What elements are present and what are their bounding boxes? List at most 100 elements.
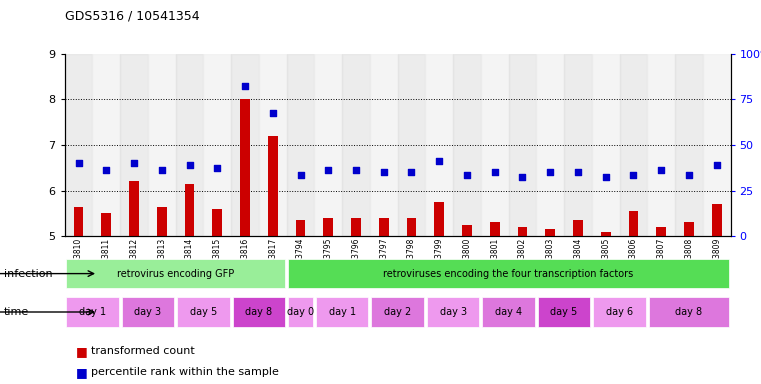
Bar [675,54,703,236]
Bar [546,229,555,236]
Text: day 1: day 1 [79,307,106,317]
Bar [594,297,646,327]
Bar [231,54,259,236]
Bar [185,184,194,236]
Bar [212,209,222,236]
Text: day 3: day 3 [440,307,466,317]
Bar [425,54,453,236]
Text: day 5: day 5 [189,307,217,317]
Bar [370,54,397,236]
Bar [537,54,564,236]
Point [655,167,667,173]
Point [212,165,224,171]
Bar [351,218,361,236]
Text: day 8: day 8 [675,307,702,317]
Bar [120,54,148,236]
Text: day 4: day 4 [495,307,522,317]
Bar [703,54,731,236]
Bar [157,207,167,236]
Point [100,167,113,173]
Bar [148,54,176,236]
Point [156,167,168,173]
Bar [508,54,537,236]
Bar [619,54,648,236]
Bar [177,297,230,327]
Text: day 1: day 1 [329,307,355,317]
Bar [629,211,638,236]
Text: infection: infection [4,268,53,279]
Text: ■: ■ [76,366,88,379]
Bar [66,259,285,288]
Bar [288,259,729,288]
Bar [92,54,120,236]
Bar [176,54,203,236]
Point [295,172,307,178]
Text: retroviruses encoding the four transcription factors: retroviruses encoding the four transcrip… [384,268,634,279]
Point [683,172,695,178]
Text: ■: ■ [76,345,88,358]
Bar [538,297,591,327]
Bar [517,227,527,236]
Bar [406,218,416,236]
Bar [397,54,425,236]
Bar [482,297,535,327]
Bar [481,54,508,236]
Bar [379,218,389,236]
Point [517,174,529,180]
Bar [656,227,666,236]
Point [350,167,362,173]
Bar [648,54,675,236]
Point [544,169,556,175]
Bar [314,54,342,236]
Point [461,172,473,178]
Bar [564,54,592,236]
Point [239,83,251,89]
Point [128,160,140,166]
Bar [371,297,424,327]
Bar [316,297,368,327]
Bar [427,297,479,327]
Text: day 3: day 3 [135,307,161,317]
Point [377,169,390,175]
Point [433,158,445,164]
Text: day 6: day 6 [606,307,633,317]
Text: GDS5316 / 10541354: GDS5316 / 10541354 [65,10,199,23]
Bar [287,54,314,236]
Bar [712,204,721,236]
Bar [462,225,472,236]
Bar [233,297,285,327]
Bar [435,202,444,236]
Bar [240,99,250,236]
Point [406,169,418,175]
Bar [323,218,333,236]
Text: transformed count: transformed count [91,346,195,356]
Bar [101,214,111,236]
Text: percentile rank within the sample: percentile rank within the sample [91,367,279,377]
Bar [74,207,84,236]
Bar [592,54,619,236]
Bar [66,297,119,327]
Point [322,167,334,173]
Bar [490,222,499,236]
Bar [601,232,610,236]
Text: day 8: day 8 [245,307,272,317]
Bar [65,54,92,236]
Point [183,162,196,169]
Bar [342,54,370,236]
Bar [648,297,729,327]
Bar [573,220,583,236]
Point [266,110,279,116]
Text: time: time [4,307,29,317]
Point [627,172,639,178]
Bar [288,297,313,327]
Point [489,169,501,175]
Bar [268,136,278,236]
Text: day 5: day 5 [550,307,578,317]
Bar [296,220,305,236]
Point [72,160,84,166]
Bar [129,182,139,236]
Bar [259,54,287,236]
Point [572,169,584,175]
Bar [203,54,231,236]
Text: retrovirus encoding GFP: retrovirus encoding GFP [117,268,234,279]
